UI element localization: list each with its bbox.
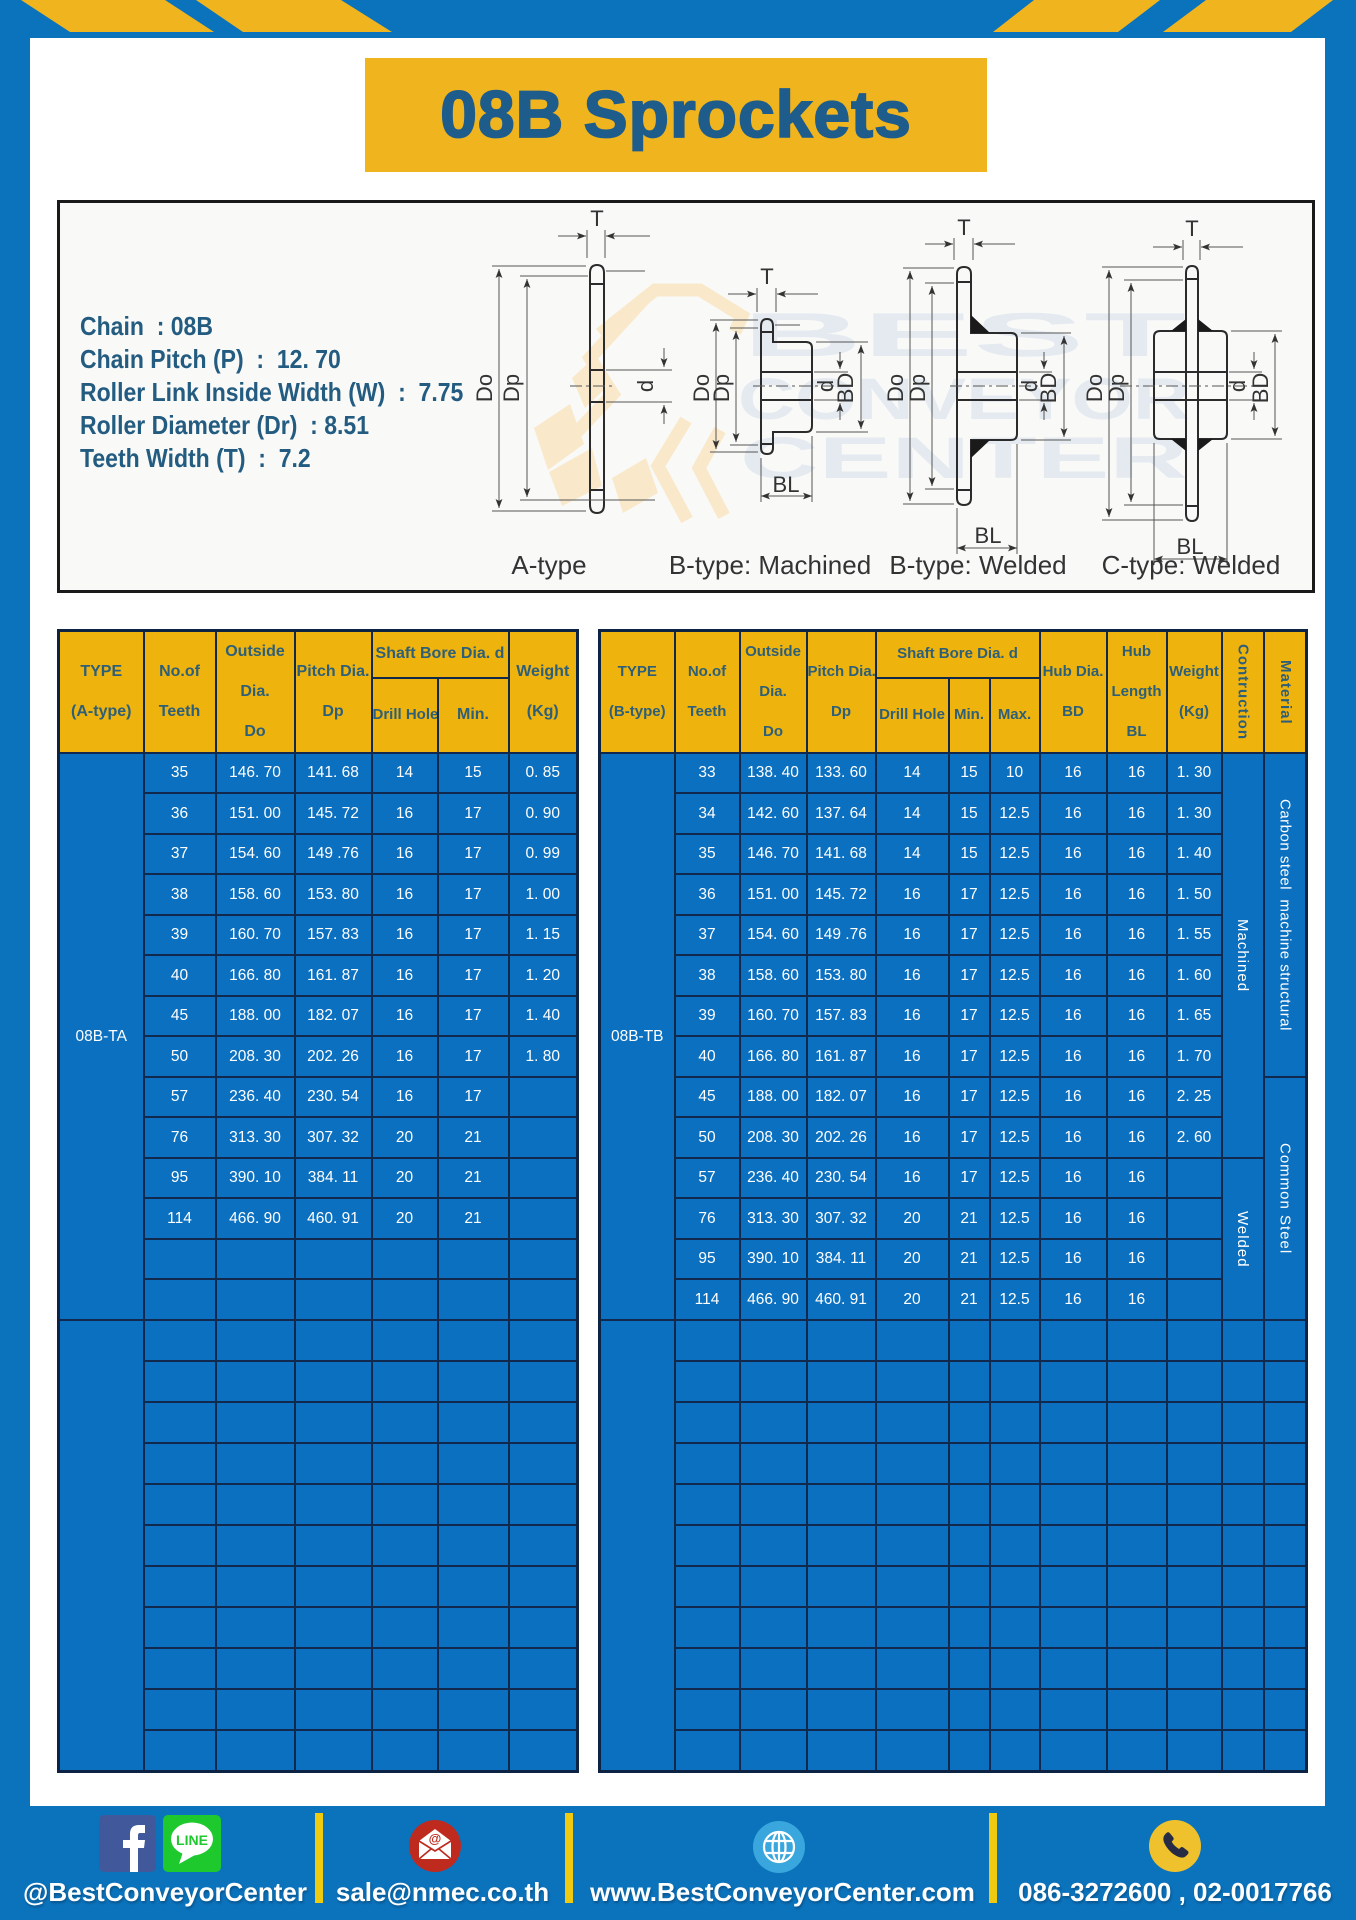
svg-text:BD: BD	[1248, 373, 1273, 404]
svg-text:T: T	[957, 215, 970, 240]
svg-text:A-type: A-type	[511, 550, 586, 580]
svg-text:Do: Do	[472, 374, 497, 402]
svg-text:Dp: Dp	[1104, 374, 1129, 402]
svg-text:d: d	[813, 380, 838, 392]
svg-text:BD: BD	[833, 373, 858, 404]
svg-text:T: T	[590, 206, 603, 231]
svg-text:@: @	[429, 1831, 442, 1846]
svg-text:BD: BD	[1036, 373, 1061, 404]
svg-text:CENTER: CENTER	[740, 426, 1188, 491]
svg-text:B-type: Machined: B-type: Machined	[669, 550, 871, 580]
svg-text:T: T	[1185, 216, 1198, 241]
svg-text:BL: BL	[975, 523, 1002, 548]
svg-text:Do: Do	[1082, 374, 1107, 402]
svg-text:B-type: Welded: B-type: Welded	[889, 550, 1066, 580]
svg-text:BL: BL	[773, 472, 800, 497]
svg-text:LINE: LINE	[176, 1832, 208, 1848]
svg-text:BEST: BEST	[742, 301, 1186, 370]
svg-text:C-type: Welded: C-type: Welded	[1102, 550, 1281, 580]
svg-text:d: d	[1225, 380, 1250, 392]
svg-text:Dp: Dp	[709, 374, 734, 402]
svg-text:Do: Do	[689, 374, 714, 402]
svg-text:d: d	[633, 380, 658, 392]
svg-text:T: T	[760, 264, 773, 289]
svg-text:d: d	[1017, 380, 1042, 392]
svg-text:Do: Do	[883, 374, 908, 402]
svg-text:Dp: Dp	[905, 374, 930, 402]
svg-text:BL: BL	[1177, 534, 1204, 559]
svg-text:Dp: Dp	[499, 374, 524, 402]
